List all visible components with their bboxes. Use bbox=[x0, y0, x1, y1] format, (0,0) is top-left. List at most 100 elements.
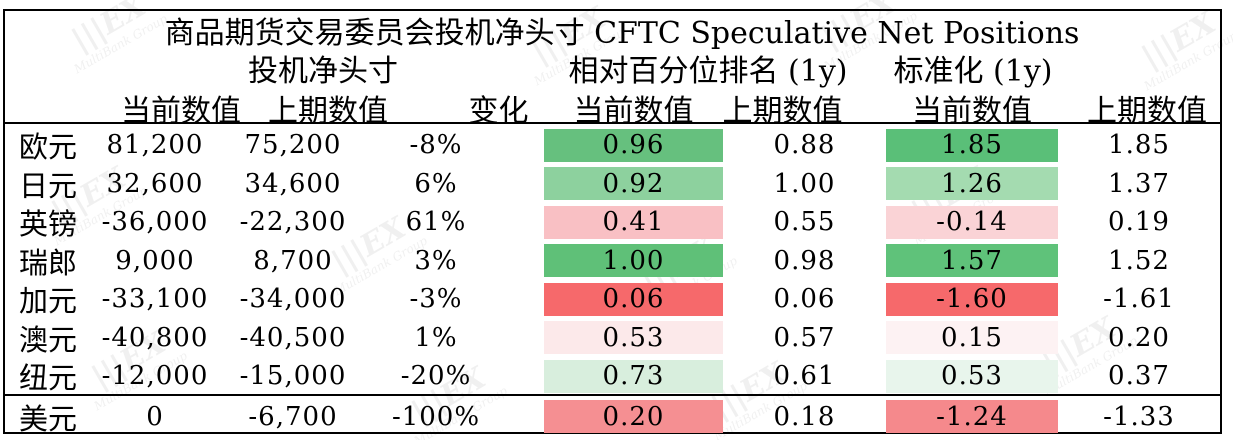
pct-current-value: 0.06 bbox=[602, 284, 665, 314]
pct-current-value: 0.41 bbox=[602, 207, 665, 237]
pct-previous-value: 0.88 bbox=[773, 130, 836, 160]
pct-previous-value: 1.00 bbox=[773, 168, 836, 199]
std-current-value: -0.14 bbox=[936, 207, 1008, 237]
std-current-cell: -0.14 bbox=[886, 201, 1058, 243]
change-value: -8% bbox=[409, 130, 463, 160]
table-row-chf: 瑞郎 9,000 8,700 3% 1.00 0.98 1.57 1.52 bbox=[5, 240, 1220, 282]
net-current-value: -33,100 bbox=[101, 284, 209, 314]
group-header-standardized: 标准化 (1y) bbox=[893, 53, 1053, 89]
heatmap-cell: 0.53 bbox=[886, 359, 1058, 393]
net-current-value: 0 bbox=[146, 401, 164, 432]
net-previous-value: -15,000 bbox=[239, 361, 347, 391]
currency-label: 澳元 bbox=[19, 322, 78, 357]
currency-label: 瑞郎 bbox=[19, 245, 78, 280]
change-value: -100% bbox=[391, 401, 481, 432]
heatmap-cell: 0.20 bbox=[544, 400, 723, 433]
std-current-cell: 1.85 bbox=[886, 124, 1058, 166]
table-row-cad: 加元 -33,100 -34,000 -3% 0.06 0.06 -1.60 -… bbox=[5, 278, 1220, 320]
net-current-value: 81,200 bbox=[106, 130, 204, 160]
heatmap-cell: 0.73 bbox=[544, 359, 723, 393]
column-header-row: 当前数值 上期数值 变化 当前数值 上期数值 当前数值 上期数值 bbox=[5, 86, 1220, 129]
column-header-std-current: 当前数值 bbox=[912, 94, 1032, 129]
pct-current-value: 0.92 bbox=[602, 168, 665, 199]
heatmap-cell: 0.15 bbox=[886, 321, 1058, 354]
column-header-net-previous: 上期数值 bbox=[268, 94, 388, 129]
group-header-percentile-rank: 相对百分位排名 (1y) bbox=[568, 53, 848, 89]
table-row-gbp: 英镑 -36,000 -22,300 61% 0.41 0.55 -0.14 0… bbox=[5, 201, 1220, 243]
table-row-jpy: 日元 32,600 34,600 6% 0.92 1.00 1.26 1.37 bbox=[5, 163, 1220, 205]
pct-current-cell: 0.92 bbox=[544, 163, 723, 205]
heatmap-cell: 1.26 bbox=[886, 167, 1058, 200]
heatmap-cell: 0.96 bbox=[544, 128, 723, 162]
heatmap-cell: -0.14 bbox=[886, 205, 1058, 239]
std-previous-value: 1.85 bbox=[1108, 130, 1170, 160]
table-row-aud: 澳元 -40,800 -40,500 1% 0.53 0.57 0.15 0.2… bbox=[5, 317, 1220, 359]
pct-current-cell: 0.53 bbox=[544, 317, 723, 359]
column-header-net-current: 当前数值 bbox=[121, 94, 241, 129]
table-row-eur: 欧元 81,200 75,200 -8% 0.96 0.88 1.85 1.85 bbox=[5, 124, 1220, 166]
pct-previous-value: 0.06 bbox=[773, 284, 836, 314]
net-previous-value: 8,700 bbox=[253, 245, 333, 276]
std-previous-value: -1.61 bbox=[1103, 284, 1175, 314]
std-current-value: 0.53 bbox=[941, 361, 1003, 391]
std-previous-value: 1.52 bbox=[1108, 245, 1170, 276]
pct-previous-value: 0.18 bbox=[773, 401, 836, 432]
heatmap-cell: 0.06 bbox=[544, 282, 723, 316]
std-previous-value: 0.37 bbox=[1108, 361, 1170, 391]
heatmap-cell: 1.00 bbox=[544, 244, 723, 277]
net-previous-value: -40,500 bbox=[239, 322, 347, 353]
column-header-pct-current: 当前数值 bbox=[573, 94, 694, 129]
std-current-value: 1.85 bbox=[941, 130, 1003, 160]
net-current-value: -36,000 bbox=[101, 207, 209, 237]
change-value: -20% bbox=[400, 361, 472, 391]
title-row: 商品期货交易委员会投机净头寸 CFTC Speculative Net Posi… bbox=[5, 11, 1220, 51]
std-current-cell: -1.60 bbox=[886, 278, 1058, 320]
pct-previous-value: 0.61 bbox=[773, 361, 836, 391]
pct-current-value: 0.73 bbox=[602, 361, 665, 391]
change-value: 1% bbox=[414, 322, 458, 353]
change-value: 61% bbox=[405, 207, 467, 237]
currency-label: 美元 bbox=[19, 401, 78, 436]
currency-label: 欧元 bbox=[19, 130, 78, 164]
pct-current-cell: 0.41 bbox=[544, 201, 723, 243]
pct-previous-value: 0.55 bbox=[773, 207, 836, 237]
std-previous-value: 1.37 bbox=[1108, 168, 1170, 199]
net-previous-value: -6,700 bbox=[248, 401, 338, 432]
pct-current-value: 0.20 bbox=[602, 401, 665, 432]
heatmap-cell: 0.41 bbox=[544, 205, 723, 239]
pct-current-cell: 1.00 bbox=[544, 240, 723, 282]
std-previous-value: 0.19 bbox=[1108, 207, 1170, 237]
std-current-value: -1.60 bbox=[936, 284, 1008, 314]
table-row-usd: 美元 0 -6,700 -100% 0.20 0.18 -1.24 -1.33 bbox=[5, 393, 1220, 436]
heatmap-cell: -1.24 bbox=[886, 400, 1058, 433]
currency-label: 纽元 bbox=[19, 361, 78, 395]
net-previous-value: -34,000 bbox=[239, 284, 347, 314]
pct-current-cell: 0.06 bbox=[544, 278, 723, 320]
std-current-value: 0.15 bbox=[941, 322, 1003, 353]
std-current-value: 1.26 bbox=[941, 168, 1003, 199]
change-value: 3% bbox=[414, 245, 458, 276]
table-row-nzd: 纽元 -12,000 -15,000 -20% 0.73 0.61 0.53 0… bbox=[5, 355, 1220, 397]
column-header-pct-previous: 上期数值 bbox=[722, 94, 843, 129]
std-previous-value: 0.20 bbox=[1108, 322, 1170, 353]
group-header-net-positions: 投机净头寸 bbox=[248, 53, 398, 89]
table-body: 欧元 81,200 75,200 -8% 0.96 0.88 1.85 1.85… bbox=[5, 124, 1220, 436]
std-current-cell: 0.53 bbox=[886, 355, 1058, 397]
currency-label: 英镑 bbox=[19, 207, 78, 241]
heatmap-cell: 0.53 bbox=[544, 321, 723, 354]
currency-label: 加元 bbox=[19, 284, 78, 318]
net-current-value: 32,600 bbox=[106, 168, 204, 199]
pct-current-value: 0.96 bbox=[602, 130, 665, 160]
column-header-change: 变化 bbox=[468, 94, 529, 129]
change-value: -3% bbox=[409, 284, 463, 314]
pct-previous-value: 0.98 bbox=[773, 245, 836, 276]
change-value: 6% bbox=[414, 168, 458, 199]
pct-previous-value: 0.57 bbox=[773, 322, 836, 353]
heatmap-cell: -1.60 bbox=[886, 282, 1058, 316]
std-current-cell: 0.15 bbox=[886, 317, 1058, 359]
std-previous-value: -1.33 bbox=[1103, 401, 1175, 432]
std-current-cell: 1.26 bbox=[886, 163, 1058, 205]
net-previous-value: -22,300 bbox=[239, 207, 347, 237]
table-frame: 商品期货交易委员会投机净头寸 CFTC Speculative Net Posi… bbox=[3, 9, 1222, 436]
